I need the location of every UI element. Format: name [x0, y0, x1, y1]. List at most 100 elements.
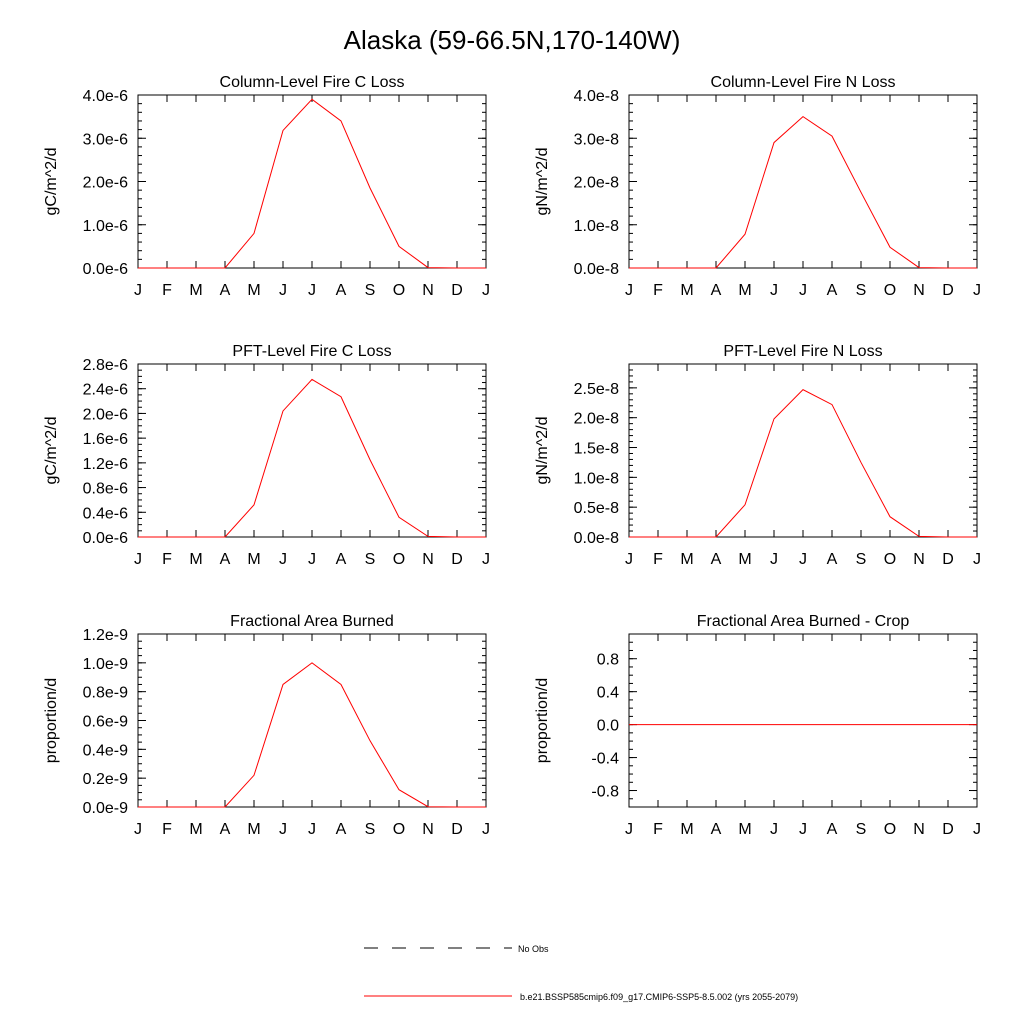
x-tick-label: S: [365, 821, 376, 838]
panel-6: Fractional Area Burned - Crop proportion/…: [534, 613, 981, 838]
x-tick-label: F: [162, 282, 172, 299]
y-tick-label: 4.0e-6: [83, 88, 128, 105]
x-tick-label: O: [884, 821, 896, 838]
x-tick-label: S: [365, 551, 376, 568]
y-tick-label: 0.0e-8: [574, 530, 619, 547]
x-tick-label: J: [482, 551, 490, 568]
x-tick-label: M: [247, 821, 260, 838]
y-tick-label: 1.0e-6: [83, 218, 128, 235]
figure-title: Alaska (59-66.5N,170-140W): [344, 25, 681, 55]
x-tick-label: M: [247, 551, 260, 568]
x-tick-label: M: [738, 282, 751, 299]
y-tick-label: 1.2e-6: [83, 456, 128, 473]
x-tick-label: J: [799, 551, 807, 568]
x-tick-label: J: [625, 821, 633, 838]
x-tick-label: D: [451, 821, 463, 838]
x-tick-label: J: [279, 282, 287, 299]
x-tick-label: F: [162, 551, 172, 568]
x-tick-label: J: [770, 551, 778, 568]
x-tick-label: A: [336, 821, 347, 838]
y-tick-label: 0.8e-9: [83, 685, 128, 702]
y-tick-label: 2.0e-6: [83, 175, 128, 192]
x-tick-label: J: [482, 282, 490, 299]
y-tick-label: 0.4e-6: [83, 505, 128, 522]
x-tick-label: J: [973, 821, 981, 838]
x-tick-label: A: [220, 821, 231, 838]
x-tick-label: M: [738, 821, 751, 838]
x-tick-label: J: [482, 821, 490, 838]
plot-frame: [137, 363, 487, 538]
x-tick-label: M: [680, 282, 693, 299]
x-tick-label: J: [134, 821, 142, 838]
x-tick-label: M: [680, 821, 693, 838]
y-tick-label: 0.0e-6: [83, 261, 128, 278]
y-tick-label: 0.8: [597, 652, 619, 669]
y-tick-label: 2.0e-8: [574, 411, 619, 428]
y-tick-label: 2.0e-6: [83, 406, 128, 423]
x-tick-label: J: [279, 551, 287, 568]
x-tick-label: N: [422, 551, 434, 568]
x-tick-label: J: [770, 821, 778, 838]
x-tick-label: J: [799, 282, 807, 299]
y-tick-label: 0.2e-9: [83, 771, 128, 788]
x-tick-label: A: [220, 551, 231, 568]
legend: No Obs b.e21.BSSP585cmip6.f09_g17.CMIP6-…: [364, 944, 798, 1002]
panel-title: Column-Level Fire N Loss: [711, 74, 896, 91]
y-tick-label: 2.5e-8: [574, 381, 619, 398]
x-tick-label: J: [279, 821, 287, 838]
y-tick-label: 4.0e-8: [574, 88, 619, 105]
y-tick-label: 1.0e-8: [574, 470, 619, 487]
x-tick-label: J: [308, 282, 316, 299]
x-tick-label: J: [973, 282, 981, 299]
x-tick-label: D: [942, 821, 954, 838]
y-tick-label: 1.6e-6: [83, 431, 128, 448]
y-tick-label: 1.5e-8: [574, 441, 619, 458]
x-tick-label: M: [680, 551, 693, 568]
x-tick-label: S: [856, 821, 867, 838]
plot-frame: [137, 633, 487, 808]
y-tick-label: 0.0: [597, 718, 619, 735]
series-line-model: [138, 98, 486, 269]
x-tick-label: F: [653, 551, 663, 568]
y-tick-label: 1.0e-8: [574, 218, 619, 235]
series-line-model: [138, 662, 486, 808]
panel-title: PFT-Level Fire C Loss: [232, 343, 391, 360]
x-tick-label: A: [336, 282, 347, 299]
x-tick-label: A: [827, 551, 838, 568]
x-tick-label: J: [625, 551, 633, 568]
x-tick-label: D: [942, 551, 954, 568]
series-line-model: [629, 389, 977, 538]
x-tick-label: D: [451, 282, 463, 299]
x-tick-label: J: [308, 551, 316, 568]
y-axis-label: gC/m^2/d: [43, 417, 60, 485]
y-tick-label: 0.4: [597, 685, 619, 702]
plot-frame: [137, 94, 487, 269]
y-tick-label: 0.6e-9: [83, 714, 128, 731]
x-tick-label: M: [189, 821, 202, 838]
x-tick-label: A: [827, 821, 838, 838]
x-tick-label: A: [827, 282, 838, 299]
y-tick-label: 0.8e-6: [83, 481, 128, 498]
x-tick-label: M: [189, 551, 202, 568]
x-tick-label: F: [162, 821, 172, 838]
y-tick-label: 3.0e-8: [574, 131, 619, 148]
x-tick-label: J: [770, 282, 778, 299]
x-tick-label: A: [711, 821, 722, 838]
y-axis-label: gC/m^2/d: [43, 148, 60, 216]
x-tick-label: S: [365, 282, 376, 299]
x-tick-label: F: [653, 821, 663, 838]
x-tick-label: J: [973, 551, 981, 568]
panel-title: Column-Level Fire C Loss: [220, 74, 405, 91]
y-axis-label: gN/m^2/d: [534, 148, 551, 216]
x-tick-label: J: [308, 821, 316, 838]
y-tick-label: 0.0e-9: [83, 800, 128, 817]
x-tick-label: M: [189, 282, 202, 299]
y-tick-label: 2.8e-6: [83, 357, 128, 374]
y-tick-label: -0.8: [591, 784, 619, 801]
y-axis-label: proportion/d: [534, 678, 551, 763]
y-tick-label: 1.2e-9: [83, 627, 128, 644]
y-tick-label: 3.0e-6: [83, 131, 128, 148]
